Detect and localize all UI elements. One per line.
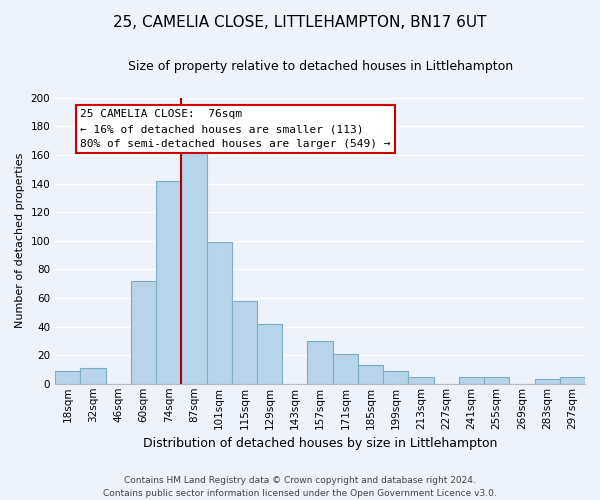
Bar (332, 354, 358, 384)
Bar (409, 376, 434, 384)
Bar (383, 371, 409, 384)
Bar (484, 376, 509, 384)
Bar (307, 341, 332, 384)
Bar (257, 324, 282, 384)
X-axis label: Distribution of detached houses by size in Littlehampton: Distribution of detached houses by size … (143, 437, 497, 450)
Bar (80, 368, 106, 384)
Bar (358, 365, 383, 384)
Bar (535, 380, 560, 384)
Bar (156, 180, 181, 384)
Bar (206, 242, 232, 384)
Bar (55, 371, 80, 384)
Y-axis label: Number of detached properties: Number of detached properties (15, 153, 25, 328)
Bar (232, 301, 257, 384)
Text: 25, CAMELIA CLOSE, LITTLEHAMPTON, BN17 6UT: 25, CAMELIA CLOSE, LITTLEHAMPTON, BN17 6… (113, 15, 487, 30)
Bar (560, 376, 585, 384)
Bar (181, 144, 206, 384)
Text: 25 CAMELIA CLOSE:  76sqm
← 16% of detached houses are smaller (113)
80% of semi-: 25 CAMELIA CLOSE: 76sqm ← 16% of detache… (80, 109, 391, 149)
Bar (459, 376, 484, 384)
Bar (131, 281, 156, 384)
Title: Size of property relative to detached houses in Littlehampton: Size of property relative to detached ho… (128, 60, 512, 73)
Text: Contains HM Land Registry data © Crown copyright and database right 2024.
Contai: Contains HM Land Registry data © Crown c… (103, 476, 497, 498)
